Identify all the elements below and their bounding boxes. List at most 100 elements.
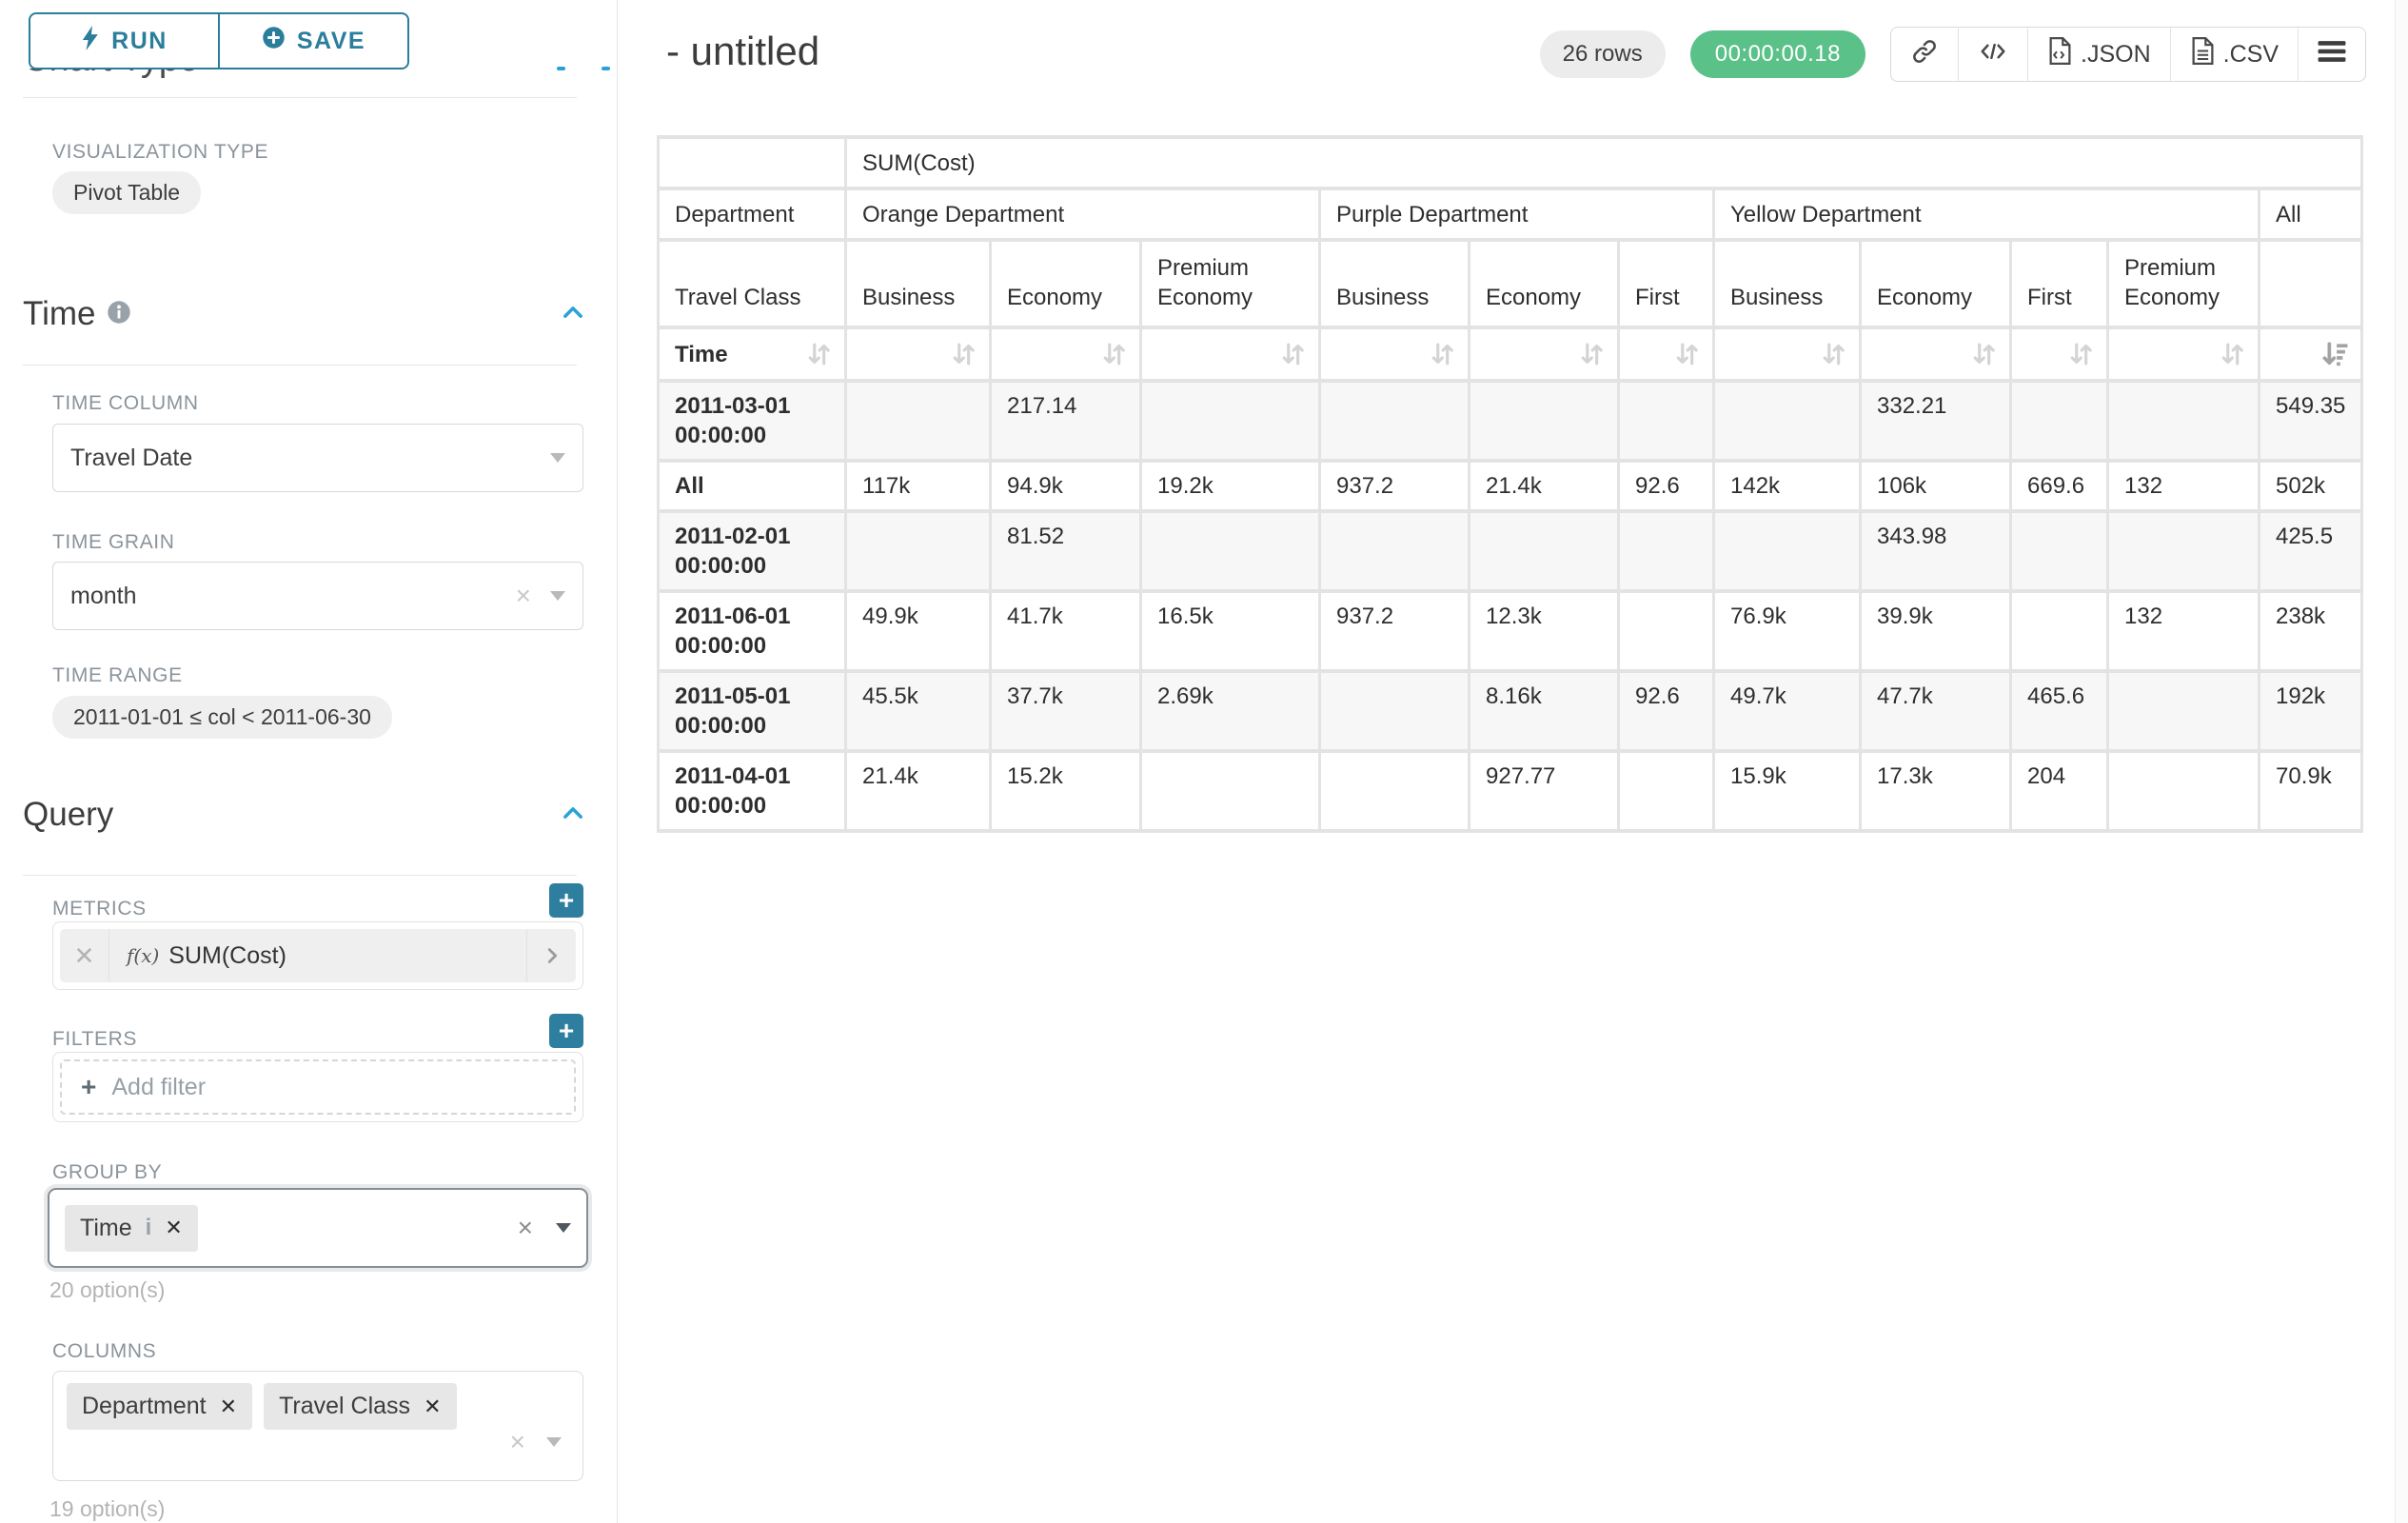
hamburger-icon xyxy=(2318,39,2346,70)
metric-pill[interactable]: ✕ f(x) SUM(Cost) xyxy=(60,929,576,982)
group-by-tag[interactable]: Time i ✕ xyxy=(65,1204,198,1252)
metrics-label: METRICS xyxy=(52,898,147,920)
sort-toggle[interactable] xyxy=(1862,329,2009,379)
remove-tag-icon[interactable]: ✕ xyxy=(165,1216,183,1239)
data-cell: 12.3k xyxy=(1470,593,1617,669)
data-cell xyxy=(2109,513,2258,589)
column-header: Premium Economy xyxy=(2109,242,2258,326)
metric-header: SUM(Cost) xyxy=(847,139,2361,187)
data-cell: 132 xyxy=(2109,593,2258,669)
sort-toggle[interactable] xyxy=(1620,329,1712,379)
sort-updown-icon xyxy=(2070,343,2092,366)
data-cell: 15.9k xyxy=(1715,753,1859,829)
sort-toggle[interactable] xyxy=(2109,329,2258,379)
share-link-button[interactable] xyxy=(1891,28,1960,81)
sort-updown-icon xyxy=(953,343,975,366)
columns-select[interactable]: Department ✕ Travel Class ✕ × xyxy=(52,1371,583,1481)
clear-icon[interactable]: × xyxy=(517,1213,533,1242)
sort-updown-icon xyxy=(1282,343,1304,366)
sort-updown-icon xyxy=(1103,343,1125,366)
column-group-header: Orange Department xyxy=(847,190,1318,238)
time-grain-label: TIME GRAIN xyxy=(52,531,175,553)
collapse-chevron-icon[interactable] xyxy=(560,800,586,831)
data-cell: 425.5 xyxy=(2260,513,2361,589)
data-cell: 70.9k xyxy=(2260,753,2361,829)
data-cell xyxy=(1620,383,1712,459)
plus-icon: + xyxy=(81,1072,97,1101)
viz-type-pill[interactable]: Pivot Table xyxy=(52,171,202,214)
time-column-select[interactable]: Travel Date xyxy=(52,424,583,492)
columns-tag[interactable]: Travel Class ✕ xyxy=(264,1383,457,1430)
data-cell xyxy=(1321,383,1468,459)
remove-tag-icon[interactable]: ✕ xyxy=(424,1394,442,1418)
time-grain-select[interactable]: month × xyxy=(52,562,583,630)
column-header: Economy xyxy=(1470,242,1617,326)
query-section-header: Query xyxy=(23,796,586,834)
time-range-pill[interactable]: 2011-01-01 ≤ col < 2011-06-30 xyxy=(52,696,392,739)
clipped-action-icon xyxy=(557,67,565,70)
section-divider xyxy=(23,97,577,98)
scrollbar-track[interactable] xyxy=(2395,0,2408,1523)
column-header: Business xyxy=(847,242,989,326)
table-row: 2011-03-01 00:00:00 217.14 332.21 549.35 xyxy=(660,383,2361,459)
data-cell: 204 xyxy=(2012,753,2106,829)
data-cell: 192k xyxy=(2260,673,2361,749)
group-by-select[interactable]: Time i ✕ × xyxy=(48,1188,588,1268)
run-button[interactable]: RUN xyxy=(30,14,220,68)
sort-toggle[interactable] xyxy=(1321,329,1468,379)
data-cell: 117k xyxy=(847,463,989,509)
clear-icon[interactable]: × xyxy=(509,1427,525,1456)
menu-button[interactable] xyxy=(2299,28,2365,81)
data-cell xyxy=(1620,513,1712,589)
clipped-action-icon xyxy=(602,67,610,70)
filters-label: FILTERS xyxy=(52,1028,137,1050)
sort-toggle[interactable] xyxy=(847,329,989,379)
data-cell xyxy=(2109,673,2258,749)
add-filter-plus-button[interactable]: + xyxy=(549,1014,583,1048)
remove-tag-icon[interactable]: ✕ xyxy=(219,1394,238,1418)
metric-name: SUM(Cost) xyxy=(168,941,286,969)
data-cell: 49.7k xyxy=(1715,673,1859,749)
time-range-label: TIME RANGE xyxy=(52,664,183,686)
sort-toggle[interactable] xyxy=(992,329,1139,379)
export-csv-button[interactable]: .CSV xyxy=(2171,28,2299,81)
data-cell: 47.7k xyxy=(1862,673,2009,749)
sort-updown-icon xyxy=(2221,343,2243,366)
sort-toggle[interactable] xyxy=(1142,329,1318,379)
sort-toggle[interactable] xyxy=(2260,329,2361,379)
function-icon: f(x) xyxy=(127,944,160,967)
export-json-button[interactable]: .JSON xyxy=(2028,28,2171,81)
column-dimension-label: Department xyxy=(660,190,844,238)
chevron-right-icon[interactable] xyxy=(526,929,576,982)
add-metric-button[interactable]: + xyxy=(549,883,583,918)
sort-header-time[interactable]: Time xyxy=(660,329,844,379)
data-cell xyxy=(1142,513,1318,589)
columns-tag[interactable]: Department ✕ xyxy=(67,1383,253,1430)
data-cell: 76.9k xyxy=(1715,593,1859,669)
column-group-header: Yellow Department xyxy=(1715,190,2258,238)
table-row: 2011-05-01 00:00:00 45.5k 37.7k 2.69k 8.16k 9… xyxy=(660,673,2361,749)
sort-toggle[interactable] xyxy=(2012,329,2106,379)
data-cell xyxy=(1470,513,1617,589)
remove-metric-icon[interactable]: ✕ xyxy=(60,929,109,982)
data-cell xyxy=(2109,753,2258,829)
data-cell: 92.6 xyxy=(1620,463,1712,509)
data-cell xyxy=(1715,383,1859,459)
column-header xyxy=(2260,242,2361,326)
chart-title[interactable]: - untitled xyxy=(666,29,820,73)
data-cell: 45.5k xyxy=(847,673,989,749)
sort-toggle[interactable] xyxy=(1715,329,1859,379)
sort-toggle[interactable] xyxy=(1470,329,1617,379)
collapse-chevron-icon[interactable] xyxy=(560,299,586,330)
section-divider xyxy=(23,365,577,366)
add-filter-button[interactable]: + Add filter xyxy=(60,1059,576,1115)
data-cell: 37.7k xyxy=(992,673,1139,749)
data-cell: 21.4k xyxy=(847,753,989,829)
save-button[interactable]: SAVE xyxy=(220,14,407,68)
corner-cell xyxy=(660,139,844,187)
embed-code-button[interactable] xyxy=(1959,28,2029,81)
sort-updown-icon xyxy=(1973,343,1995,366)
clear-icon[interactable]: × xyxy=(515,581,531,610)
data-cell xyxy=(847,383,989,459)
row-label: 2011-04-01 00:00:00 xyxy=(660,753,844,829)
